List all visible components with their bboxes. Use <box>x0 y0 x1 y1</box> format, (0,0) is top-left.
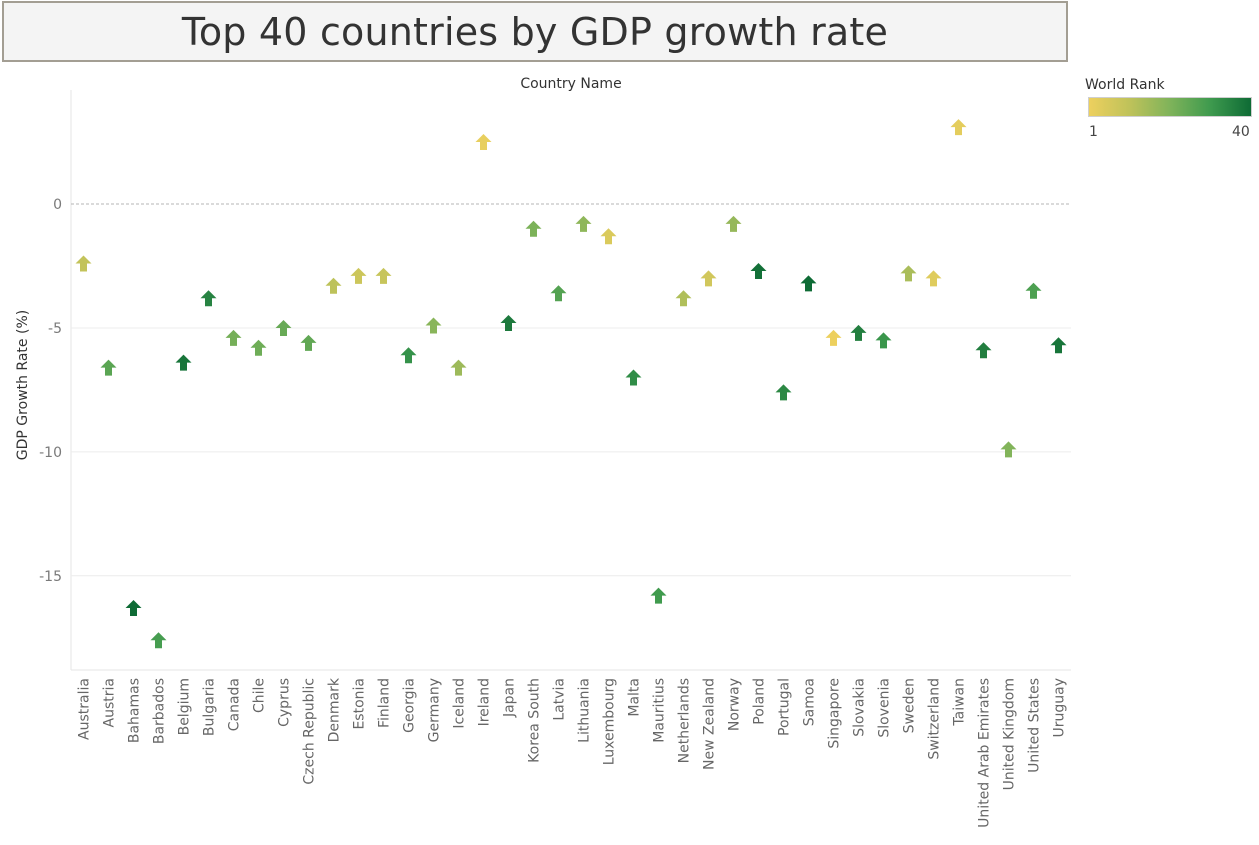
x-tick-label: Japan <box>502 678 518 718</box>
arrow-mark <box>700 270 717 287</box>
arrow-mark <box>450 359 467 376</box>
arrow-mark <box>750 262 767 279</box>
x-tick-label: Latvia <box>552 678 568 721</box>
arrow-mark <box>625 369 642 386</box>
x-tick-label: Taiwan <box>952 678 968 727</box>
x-tick-label: Finland <box>377 678 393 728</box>
x-tick-label: United Arab Emirates <box>977 678 993 828</box>
legend-color-ramp <box>1088 97 1252 117</box>
x-tick-label: Switzerland <box>927 678 943 760</box>
arrow-mark <box>200 290 217 307</box>
x-tick-label: Barbados <box>152 678 168 744</box>
x-tick-label: Netherlands <box>677 678 693 763</box>
legend-max-label: 40 <box>1232 124 1250 140</box>
arrow-mark <box>150 632 167 649</box>
arrow-mark <box>275 319 292 336</box>
x-tick-label: Singapore <box>827 678 843 749</box>
x-tick-label: Mauritius <box>652 678 668 743</box>
x-tick-label: Samoa <box>802 678 818 726</box>
arrow-mark <box>775 384 792 401</box>
arrow-mark <box>550 285 567 302</box>
arrow-mark <box>950 119 967 136</box>
legend-title: World Rank <box>1085 77 1165 93</box>
scatter-chart: 0 -5 -10 -15 Country Name GDP Growth Rate (%)… <box>15 76 1071 828</box>
arrow-mark <box>350 267 367 284</box>
x-tick-label: Bahamas <box>127 678 143 743</box>
x-tick-label: Norway <box>727 678 743 731</box>
arrow-mark <box>925 270 942 287</box>
x-tick-label: United States <box>1027 678 1043 773</box>
arrow-mark <box>850 324 867 341</box>
x-tick-label: Georgia <box>402 678 418 733</box>
arrow-mark <box>75 255 92 272</box>
arrow-mark <box>725 215 742 232</box>
x-tick-label: Estonia <box>352 678 368 730</box>
x-tick-label: Sweden <box>902 678 918 733</box>
arrow-mark <box>175 354 192 371</box>
x-tick-label: United Kingdom <box>1002 678 1018 790</box>
arrow-mark <box>325 277 342 294</box>
arrow-mark <box>1025 282 1042 299</box>
label-layer: 0 -5 -10 -15 Country Name GDP Growth Rate (%)… <box>15 76 1068 828</box>
y-tick-label: -15 <box>39 569 62 585</box>
y-tick-label: -10 <box>39 445 62 461</box>
arrow-mark <box>400 347 417 364</box>
arrow-mark <box>900 265 917 282</box>
arrow-mark <box>225 329 242 346</box>
legend-min-label: 1 <box>1089 124 1098 140</box>
y-axis-title: GDP Growth Rate (%) <box>15 310 31 460</box>
x-tick-label: Slovakia <box>852 678 868 737</box>
x-tick-label: Czech Republic <box>302 678 318 785</box>
arrow-mark <box>675 290 692 307</box>
x-tick-label: Austria <box>102 678 118 727</box>
marks-layer <box>75 119 1067 649</box>
y-tick-label: 0 <box>53 197 62 213</box>
y-tick-label: -5 <box>48 321 62 337</box>
x-tick-label: Belgium <box>177 678 193 735</box>
x-tick-label: Denmark <box>327 677 343 742</box>
arrow-mark <box>425 317 442 334</box>
chart-title: Top 40 countries by GDP growth rate <box>181 9 889 54</box>
x-tick-label: Uruguay <box>1052 678 1068 738</box>
arrow-mark <box>975 342 992 359</box>
x-tick-label: Korea South <box>527 678 543 763</box>
arrow-mark <box>800 275 817 292</box>
arrow-mark <box>825 329 842 346</box>
x-tick-label: Australia <box>77 678 93 740</box>
x-tick-label: Germany <box>427 678 443 742</box>
chart-title-box: Top 40 countries by GDP growth rate <box>2 1 1068 62</box>
x-tick-label: Slovenia <box>877 678 893 738</box>
x-tick-label: Portugal <box>777 678 793 736</box>
x-tick-label: Cyprus <box>277 678 293 727</box>
arrow-mark <box>100 359 117 376</box>
x-tick-label: Chile <box>252 678 268 713</box>
x-tick-label: Malta <box>627 678 643 717</box>
x-tick-label: Bulgaria <box>202 678 218 736</box>
arrow-mark <box>650 587 667 604</box>
arrow-mark <box>300 334 317 351</box>
x-tick-label: Luxembourg <box>602 678 618 765</box>
arrow-mark <box>125 600 142 617</box>
arrow-mark <box>600 228 617 245</box>
arrow-mark <box>525 220 542 237</box>
arrow-mark <box>250 339 267 356</box>
x-tick-label: Ireland <box>477 678 493 726</box>
arrow-mark <box>500 314 517 331</box>
arrow-mark <box>875 332 892 349</box>
arrow-mark <box>375 267 392 284</box>
x-axis-title: Country Name <box>520 76 621 92</box>
x-tick-label: Iceland <box>452 678 468 729</box>
arrow-mark <box>1000 441 1017 458</box>
grid-layer <box>70 90 1071 671</box>
arrow-mark <box>1050 337 1067 354</box>
x-tick-label: New Zealand <box>702 678 718 770</box>
x-tick-label: Lithuania <box>577 678 593 743</box>
arrow-mark <box>475 134 492 151</box>
x-tick-label: Poland <box>752 678 768 725</box>
x-tick-label: Canada <box>227 678 243 731</box>
arrow-mark <box>575 215 592 232</box>
